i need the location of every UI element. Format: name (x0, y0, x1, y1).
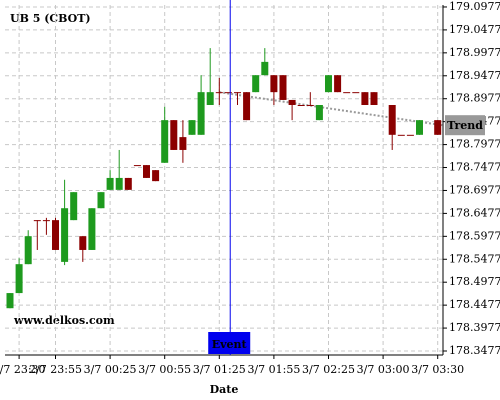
y-tick-label: 178.5977 (449, 229, 500, 242)
candle-body (370, 92, 378, 105)
y-tick-label: 178.3477 (449, 344, 500, 357)
candle-body (343, 92, 351, 94)
candle-body (188, 120, 196, 135)
candle-body (124, 177, 132, 190)
candle-body (52, 220, 59, 250)
trend-box (445, 115, 485, 136)
candle-body (352, 92, 360, 94)
candle-body (334, 75, 342, 93)
y-tick-label: 178.4977 (449, 275, 500, 288)
candle-body (224, 92, 232, 94)
y-tick-label: 179.0477 (449, 23, 500, 36)
candle-body (315, 105, 323, 121)
y-tick-label: 178.6477 (449, 206, 500, 219)
trend-label: Trend (447, 119, 483, 132)
watermark: www.delkos.com (13, 314, 115, 327)
y-tick-label: 178.3977 (449, 321, 500, 334)
candle-body (297, 105, 305, 106)
y-tick-label: 178.4477 (449, 298, 500, 311)
candle-body (406, 134, 414, 136)
candle-body (234, 92, 241, 94)
candle-body (270, 75, 278, 93)
candle-body (6, 293, 14, 309)
event-box (208, 332, 251, 354)
y-tick-label: 178.7477 (449, 161, 500, 174)
candle-body (115, 177, 123, 190)
candle-body (97, 192, 105, 209)
candle-body (416, 120, 423, 135)
candle-body (170, 120, 178, 150)
y-tick-label: 178.6977 (449, 183, 500, 196)
candle-body (279, 75, 287, 100)
candle-body (33, 220, 41, 222)
x-tick-label: 3/7 01:25 (193, 363, 246, 376)
candle-body (215, 92, 223, 94)
x-tick-label: 3/7 00:25 (84, 363, 137, 376)
candle-body (143, 165, 150, 178)
event-label: Event (212, 338, 248, 351)
candle-body (24, 236, 32, 265)
candle-body (179, 137, 187, 150)
x-tick-label: 3/7 03:30 (411, 363, 464, 376)
x-tick-label: 2/7 23:55 (29, 363, 82, 376)
x-tick-label: 3/7 01:55 (247, 363, 300, 376)
y-tick-label: 178.9977 (449, 46, 500, 59)
x-tick-label: 3/7 03:00 (357, 363, 410, 376)
candle-body (42, 220, 50, 222)
candle-body (133, 165, 141, 167)
candle-body (70, 192, 78, 221)
candle-body (61, 208, 69, 262)
candle-body (388, 105, 396, 135)
candle-body (243, 92, 251, 121)
chart-title: UB 5 (CBOT) (10, 12, 91, 25)
candle-body (325, 75, 332, 93)
candle-body (206, 92, 214, 105)
candle-body (88, 208, 96, 250)
x-tick-label: 2/7 23:30 (0, 363, 46, 376)
trend-line (219, 91, 443, 127)
y-tick-label: 179.0977 (449, 0, 500, 13)
candle-body (361, 92, 369, 105)
candle-body (306, 105, 314, 106)
x-tick-label: 3/7 02:25 (302, 363, 355, 376)
x-axis-title: Date (210, 383, 239, 396)
y-tick-label: 178.8977 (449, 92, 500, 105)
candle-body (397, 134, 405, 136)
candle-body (161, 120, 169, 163)
candle-body (79, 236, 87, 250)
candle-body (252, 75, 260, 93)
candle-body (288, 99, 296, 105)
candle-body (15, 264, 23, 294)
y-tick-label: 178.5477 (449, 252, 500, 265)
candle-body (152, 170, 160, 182)
candle-body (434, 120, 442, 135)
candle-body (106, 177, 114, 190)
candle-body (197, 92, 205, 135)
candle-body (261, 61, 269, 76)
y-tick-label: 178.9477 (449, 69, 500, 82)
y-tick-label: 178.7977 (449, 138, 500, 151)
x-tick-label: 3/7 00:55 (138, 363, 191, 376)
